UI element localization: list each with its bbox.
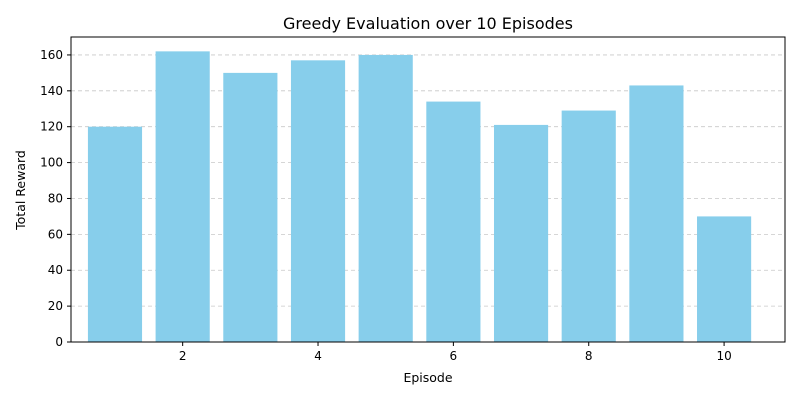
bar	[358, 54, 413, 343]
bar	[426, 101, 481, 343]
bar	[629, 85, 684, 343]
y-tick-label: 120	[40, 120, 63, 134]
x-tick-label: 4	[314, 349, 322, 363]
bar	[290, 60, 346, 343]
y-tick-label: 0	[55, 335, 63, 349]
bar	[87, 126, 143, 343]
x-tick-label: 10	[716, 349, 731, 363]
bar	[561, 110, 616, 342]
x-axis-label: Episode	[403, 370, 452, 385]
y-tick-label: 100	[40, 156, 63, 170]
bar	[155, 51, 210, 343]
x-axis: 2 4 6 8 10	[179, 342, 732, 363]
bar	[697, 216, 752, 342]
plot-frame	[70, 36, 786, 343]
y-tick-label: 20	[48, 299, 63, 313]
y-tick-label: 80	[48, 191, 63, 205]
bar	[223, 72, 278, 342]
y-tick-label: 160	[40, 48, 63, 62]
bar	[493, 124, 549, 342]
bars	[87, 51, 752, 343]
y-axis-label: Total Reward	[13, 150, 28, 231]
y-tick-label: 140	[40, 84, 63, 98]
x-tick-label: 2	[179, 349, 187, 363]
x-tick-label: 6	[450, 349, 458, 363]
y-tick-label: 60	[48, 227, 63, 241]
chart-title: Greedy Evaluation over 10 Episodes	[283, 14, 573, 33]
y-tick-label: 40	[48, 263, 63, 277]
y-axis: 0 20 40 60 80 100 120 140 160	[40, 48, 71, 349]
x-tick-label: 8	[585, 349, 593, 363]
